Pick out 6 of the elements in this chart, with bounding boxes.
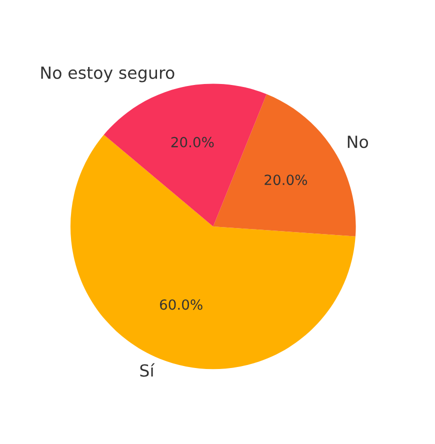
data-label: 20.0% (264, 174, 308, 186)
slice-label: No (348, 136, 368, 148)
slice-label: No estoy seguro (41, 66, 174, 82)
data-label: 20.0% (171, 136, 214, 148)
slice-label: Sí (140, 363, 155, 377)
data-label: 60.0% (160, 299, 202, 310)
